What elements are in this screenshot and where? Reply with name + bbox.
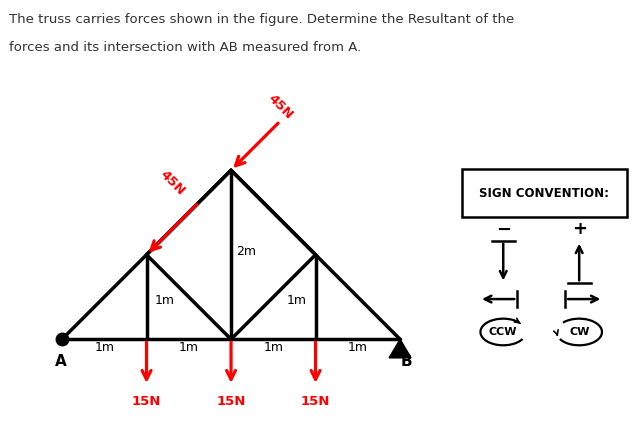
Text: SIGN CONVENTION:: SIGN CONVENTION: (479, 187, 610, 199)
Text: 1m: 1m (348, 341, 368, 354)
Text: B: B (401, 354, 413, 369)
Text: −: − (496, 220, 511, 238)
Text: 1m: 1m (94, 341, 115, 354)
Text: A: A (54, 354, 66, 369)
Text: 45N: 45N (158, 168, 188, 198)
Text: 45N: 45N (265, 92, 295, 122)
Text: 15N: 15N (216, 395, 246, 408)
Text: 1m: 1m (179, 341, 199, 354)
Text: 1m: 1m (263, 341, 284, 354)
Text: +: + (572, 220, 587, 238)
Text: CCW: CCW (489, 327, 518, 337)
Text: 1m: 1m (287, 294, 307, 307)
Text: 15N: 15N (132, 395, 161, 408)
Polygon shape (389, 339, 411, 358)
Text: 1m: 1m (155, 294, 175, 307)
Text: 2m: 2m (236, 245, 256, 258)
Text: 15N: 15N (301, 395, 330, 408)
Text: forces and its intersection with AB measured from A.: forces and its intersection with AB meas… (9, 41, 361, 54)
Text: The truss carries forces shown in the figure. Determine the Resultant of the: The truss carries forces shown in the fi… (9, 13, 515, 26)
FancyBboxPatch shape (462, 169, 627, 217)
Text: CW: CW (569, 327, 589, 337)
